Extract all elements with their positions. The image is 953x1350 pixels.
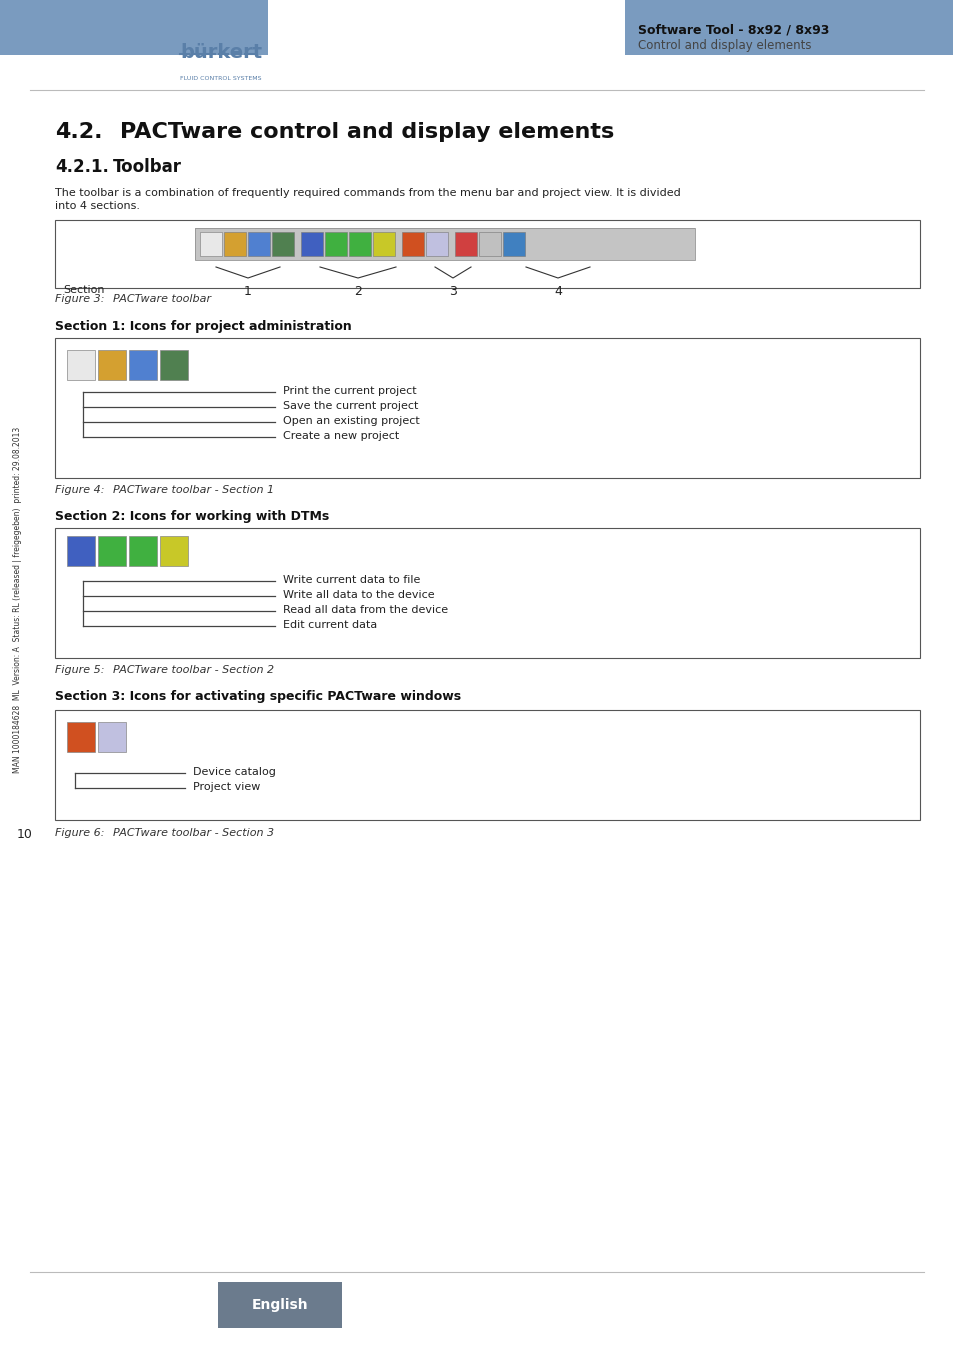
Text: 2: 2 <box>354 285 361 298</box>
Text: Write all data to the device: Write all data to the device <box>283 590 435 599</box>
Text: 4.2.: 4.2. <box>55 122 102 142</box>
Bar <box>455 232 476 256</box>
Text: English: English <box>252 1297 308 1312</box>
Text: Read all data from the device: Read all data from the device <box>283 605 448 616</box>
Text: Section 2: Icons for working with DTMs: Section 2: Icons for working with DTMs <box>55 510 329 522</box>
Bar <box>373 232 395 256</box>
Text: Open an existing project: Open an existing project <box>283 416 419 427</box>
Text: 4: 4 <box>554 285 561 298</box>
Text: Section: Section <box>63 285 105 296</box>
Text: PACTware toolbar - Section 2: PACTware toolbar - Section 2 <box>112 666 274 675</box>
Text: 3: 3 <box>449 285 456 298</box>
Bar <box>98 722 126 752</box>
Text: Write current data to file: Write current data to file <box>283 575 420 585</box>
Text: 1: 1 <box>244 285 252 298</box>
Text: 10: 10 <box>17 828 32 841</box>
Text: Software Tool - 8x92 / 8x93: Software Tool - 8x92 / 8x93 <box>638 23 828 36</box>
Bar <box>55 710 919 819</box>
Text: The toolbar is a combination of frequently required commands from the menu bar a: The toolbar is a combination of frequent… <box>55 188 680 198</box>
Bar <box>55 528 919 657</box>
Text: 4.2.1.: 4.2.1. <box>55 158 109 176</box>
Text: into 4 sections.: into 4 sections. <box>55 201 140 211</box>
Bar <box>224 232 246 256</box>
Bar <box>98 350 126 379</box>
Text: PACTware control and display elements: PACTware control and display elements <box>120 122 614 142</box>
Text: Figure 5:: Figure 5: <box>55 666 105 675</box>
Bar <box>160 536 188 566</box>
Text: Figure 3:: Figure 3: <box>55 294 105 304</box>
Text: Print the current project: Print the current project <box>283 386 416 396</box>
Bar <box>129 350 157 379</box>
Bar <box>98 536 126 566</box>
Text: Control and display elements: Control and display elements <box>638 39 811 53</box>
Bar <box>502 232 524 256</box>
Text: MAN 1000184628  ML  Version: A  Status: RL (released | freigegeben)  printed: 29: MAN 1000184628 ML Version: A Status: RL … <box>13 427 23 774</box>
Text: Edit current data: Edit current data <box>283 620 376 630</box>
Text: Create a new project: Create a new project <box>283 431 399 441</box>
Text: Toolbar: Toolbar <box>112 158 182 176</box>
Bar <box>194 228 695 261</box>
Bar <box>129 536 157 566</box>
Bar <box>248 232 270 256</box>
Text: Section 1: Icons for project administration: Section 1: Icons for project administrat… <box>55 320 352 333</box>
Bar <box>67 350 95 379</box>
Bar <box>55 338 919 478</box>
Text: bürkert: bürkert <box>180 43 262 62</box>
Bar <box>401 232 423 256</box>
Text: FLUID CONTROL SYSTEMS: FLUID CONTROL SYSTEMS <box>180 76 261 81</box>
Bar <box>200 232 222 256</box>
Bar <box>301 232 323 256</box>
Bar <box>272 232 294 256</box>
Text: PACTware toolbar - Section 1: PACTware toolbar - Section 1 <box>112 485 274 495</box>
Text: Figure 4:: Figure 4: <box>55 485 105 495</box>
Text: Project view: Project view <box>193 782 260 792</box>
Bar <box>325 232 347 256</box>
Bar <box>67 536 95 566</box>
Bar <box>478 232 500 256</box>
Bar <box>55 220 919 288</box>
Bar <box>0 0 268 55</box>
Text: Section 3: Icons for activating specific PACTware windows: Section 3: Icons for activating specific… <box>55 690 460 703</box>
Text: Save the current project: Save the current project <box>283 401 418 410</box>
Bar <box>624 0 953 55</box>
Text: PACTware toolbar - Section 3: PACTware toolbar - Section 3 <box>112 828 274 838</box>
Text: PACTware toolbar: PACTware toolbar <box>112 294 211 304</box>
Bar <box>349 232 371 256</box>
Text: Device catalog: Device catalog <box>193 767 275 778</box>
Bar <box>218 1282 341 1328</box>
Bar <box>67 722 95 752</box>
Text: Figure 6:: Figure 6: <box>55 828 105 838</box>
Bar <box>426 232 448 256</box>
Bar <box>160 350 188 379</box>
Bar <box>194 228 695 261</box>
